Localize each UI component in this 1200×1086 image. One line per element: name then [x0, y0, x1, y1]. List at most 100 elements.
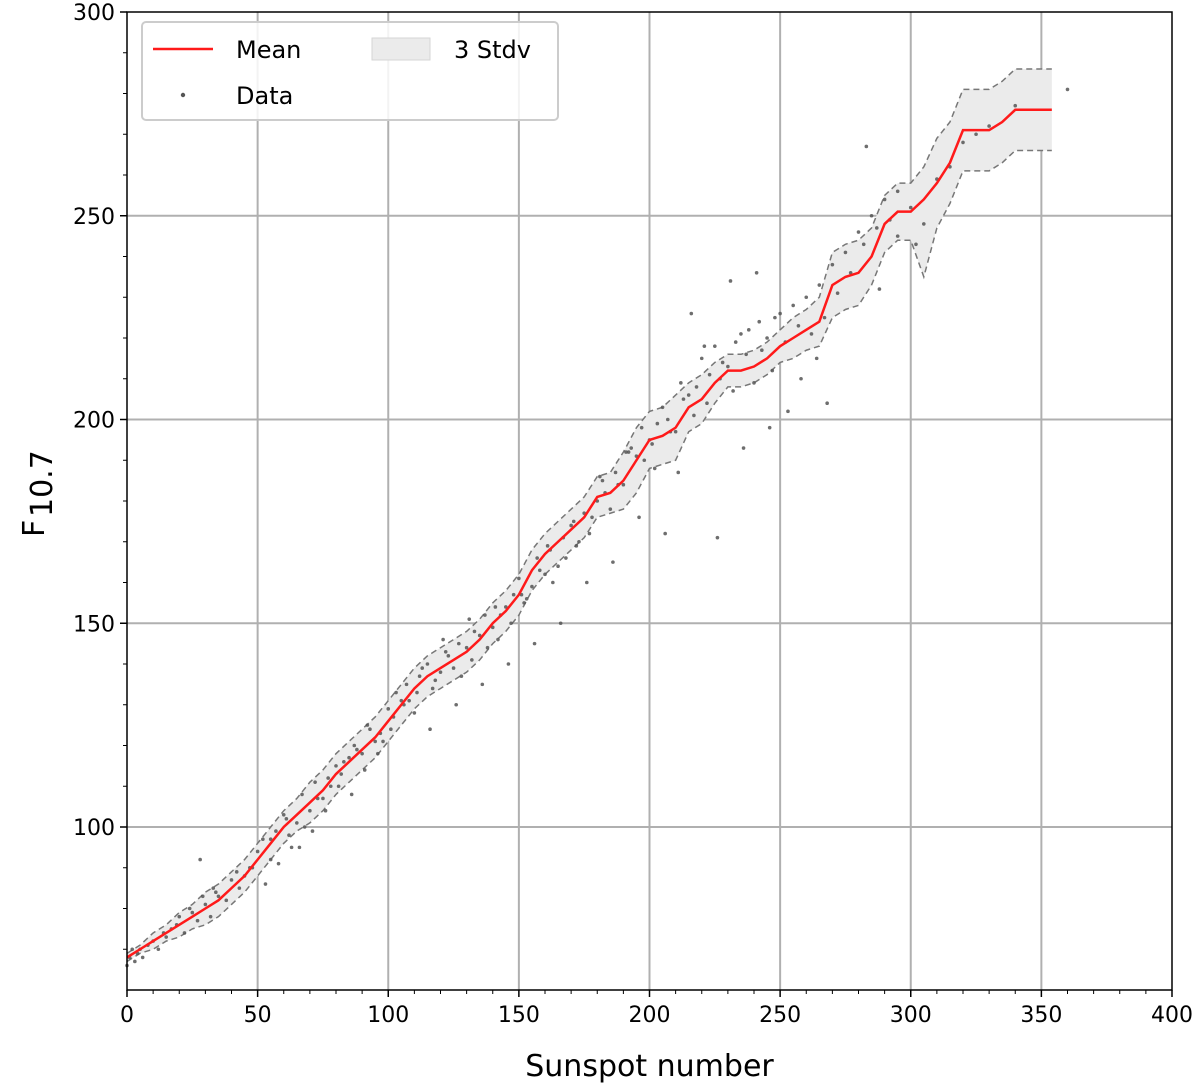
data-point — [922, 222, 926, 226]
data-point — [211, 886, 216, 890]
data-point — [216, 894, 221, 899]
legend: Mean 3 Stdv Data — [141, 21, 559, 121]
data-point — [611, 560, 615, 564]
data-point — [558, 621, 563, 626]
data-point — [504, 605, 508, 609]
data-point — [569, 523, 573, 528]
legend-mean-label: Mean — [236, 36, 301, 64]
data-point — [255, 849, 260, 854]
x-tick-label: 300 — [890, 1003, 932, 1028]
data-point — [835, 291, 840, 295]
data-point — [564, 556, 568, 560]
legend-band-swatch — [371, 37, 431, 61]
data-point — [428, 727, 432, 731]
legend-data-swatch — [180, 92, 186, 98]
data-point — [733, 340, 738, 344]
data-point — [177, 914, 182, 919]
data-point — [412, 711, 417, 715]
data-point — [681, 397, 686, 401]
data-point — [323, 808, 328, 813]
x-tick-label: 0 — [120, 1003, 134, 1028]
data-point — [699, 356, 704, 361]
data-point — [895, 189, 900, 194]
data-point — [200, 894, 205, 899]
data-point — [302, 825, 307, 829]
data-point — [310, 829, 315, 833]
data-point — [707, 372, 712, 377]
data-point — [713, 344, 717, 348]
data-point — [195, 918, 200, 923]
data-point — [760, 348, 764, 353]
data-point — [360, 751, 364, 756]
data-point — [752, 381, 756, 385]
data-point — [407, 698, 411, 703]
data-point — [746, 328, 751, 332]
data-point — [190, 910, 195, 915]
data-point — [276, 861, 281, 866]
data-point — [665, 417, 670, 422]
data-point — [556, 564, 560, 568]
data-point — [224, 898, 229, 903]
data-point — [613, 470, 618, 475]
data-point — [652, 466, 657, 471]
data-point — [381, 739, 385, 744]
data-point — [577, 539, 581, 544]
data-point — [728, 279, 733, 283]
data-point — [511, 592, 516, 597]
mean-line — [126, 108, 1052, 959]
data-point — [869, 213, 874, 218]
data-point — [598, 474, 602, 479]
data-point — [321, 796, 325, 801]
data-point — [660, 405, 665, 410]
data-point — [164, 935, 168, 939]
data-point — [799, 376, 803, 381]
data-point — [483, 613, 487, 617]
data-point — [297, 845, 302, 850]
data-point — [882, 197, 887, 202]
data-point — [551, 580, 555, 585]
data-point — [974, 132, 978, 137]
data-point — [694, 385, 699, 389]
data-point — [637, 515, 641, 520]
data-point — [308, 808, 312, 813]
data-point — [334, 764, 338, 768]
data-point — [767, 425, 772, 430]
x-tick-label: 100 — [367, 1003, 409, 1028]
data-point — [347, 755, 351, 760]
data-point — [843, 250, 848, 255]
data-point — [676, 470, 681, 475]
data-point — [663, 531, 667, 536]
data-point — [1013, 103, 1018, 108]
data-point — [961, 140, 965, 145]
data-point — [814, 356, 819, 361]
data-point — [786, 409, 790, 414]
data-point — [830, 262, 835, 267]
data-point — [274, 829, 278, 833]
data-point — [496, 637, 500, 642]
data-point — [825, 401, 829, 406]
data-point — [509, 621, 513, 626]
data-point — [454, 702, 458, 707]
legend-box — [141, 21, 559, 121]
data-point — [203, 902, 208, 907]
data-point — [182, 931, 187, 935]
data-point — [214, 890, 218, 894]
y-tick-label: 150 — [73, 612, 115, 637]
data-point — [464, 645, 469, 650]
data-point — [404, 682, 409, 687]
stdv-band-lower-edge — [126, 149, 1052, 963]
axis-ticks: 0 50 100 150 200 250 300 350 400 100 150 200 250 300 — [73, 1, 1193, 1028]
data-point — [470, 658, 474, 662]
data-point — [796, 323, 801, 328]
data-point — [908, 205, 913, 210]
data-point — [809, 332, 814, 336]
data-point — [336, 784, 341, 789]
data-point — [715, 535, 720, 540]
data-point — [731, 389, 735, 393]
data-point — [629, 446, 634, 450]
data-point — [326, 776, 330, 780]
data-point — [490, 625, 495, 630]
data-point — [485, 645, 490, 650]
data-point — [198, 857, 202, 862]
